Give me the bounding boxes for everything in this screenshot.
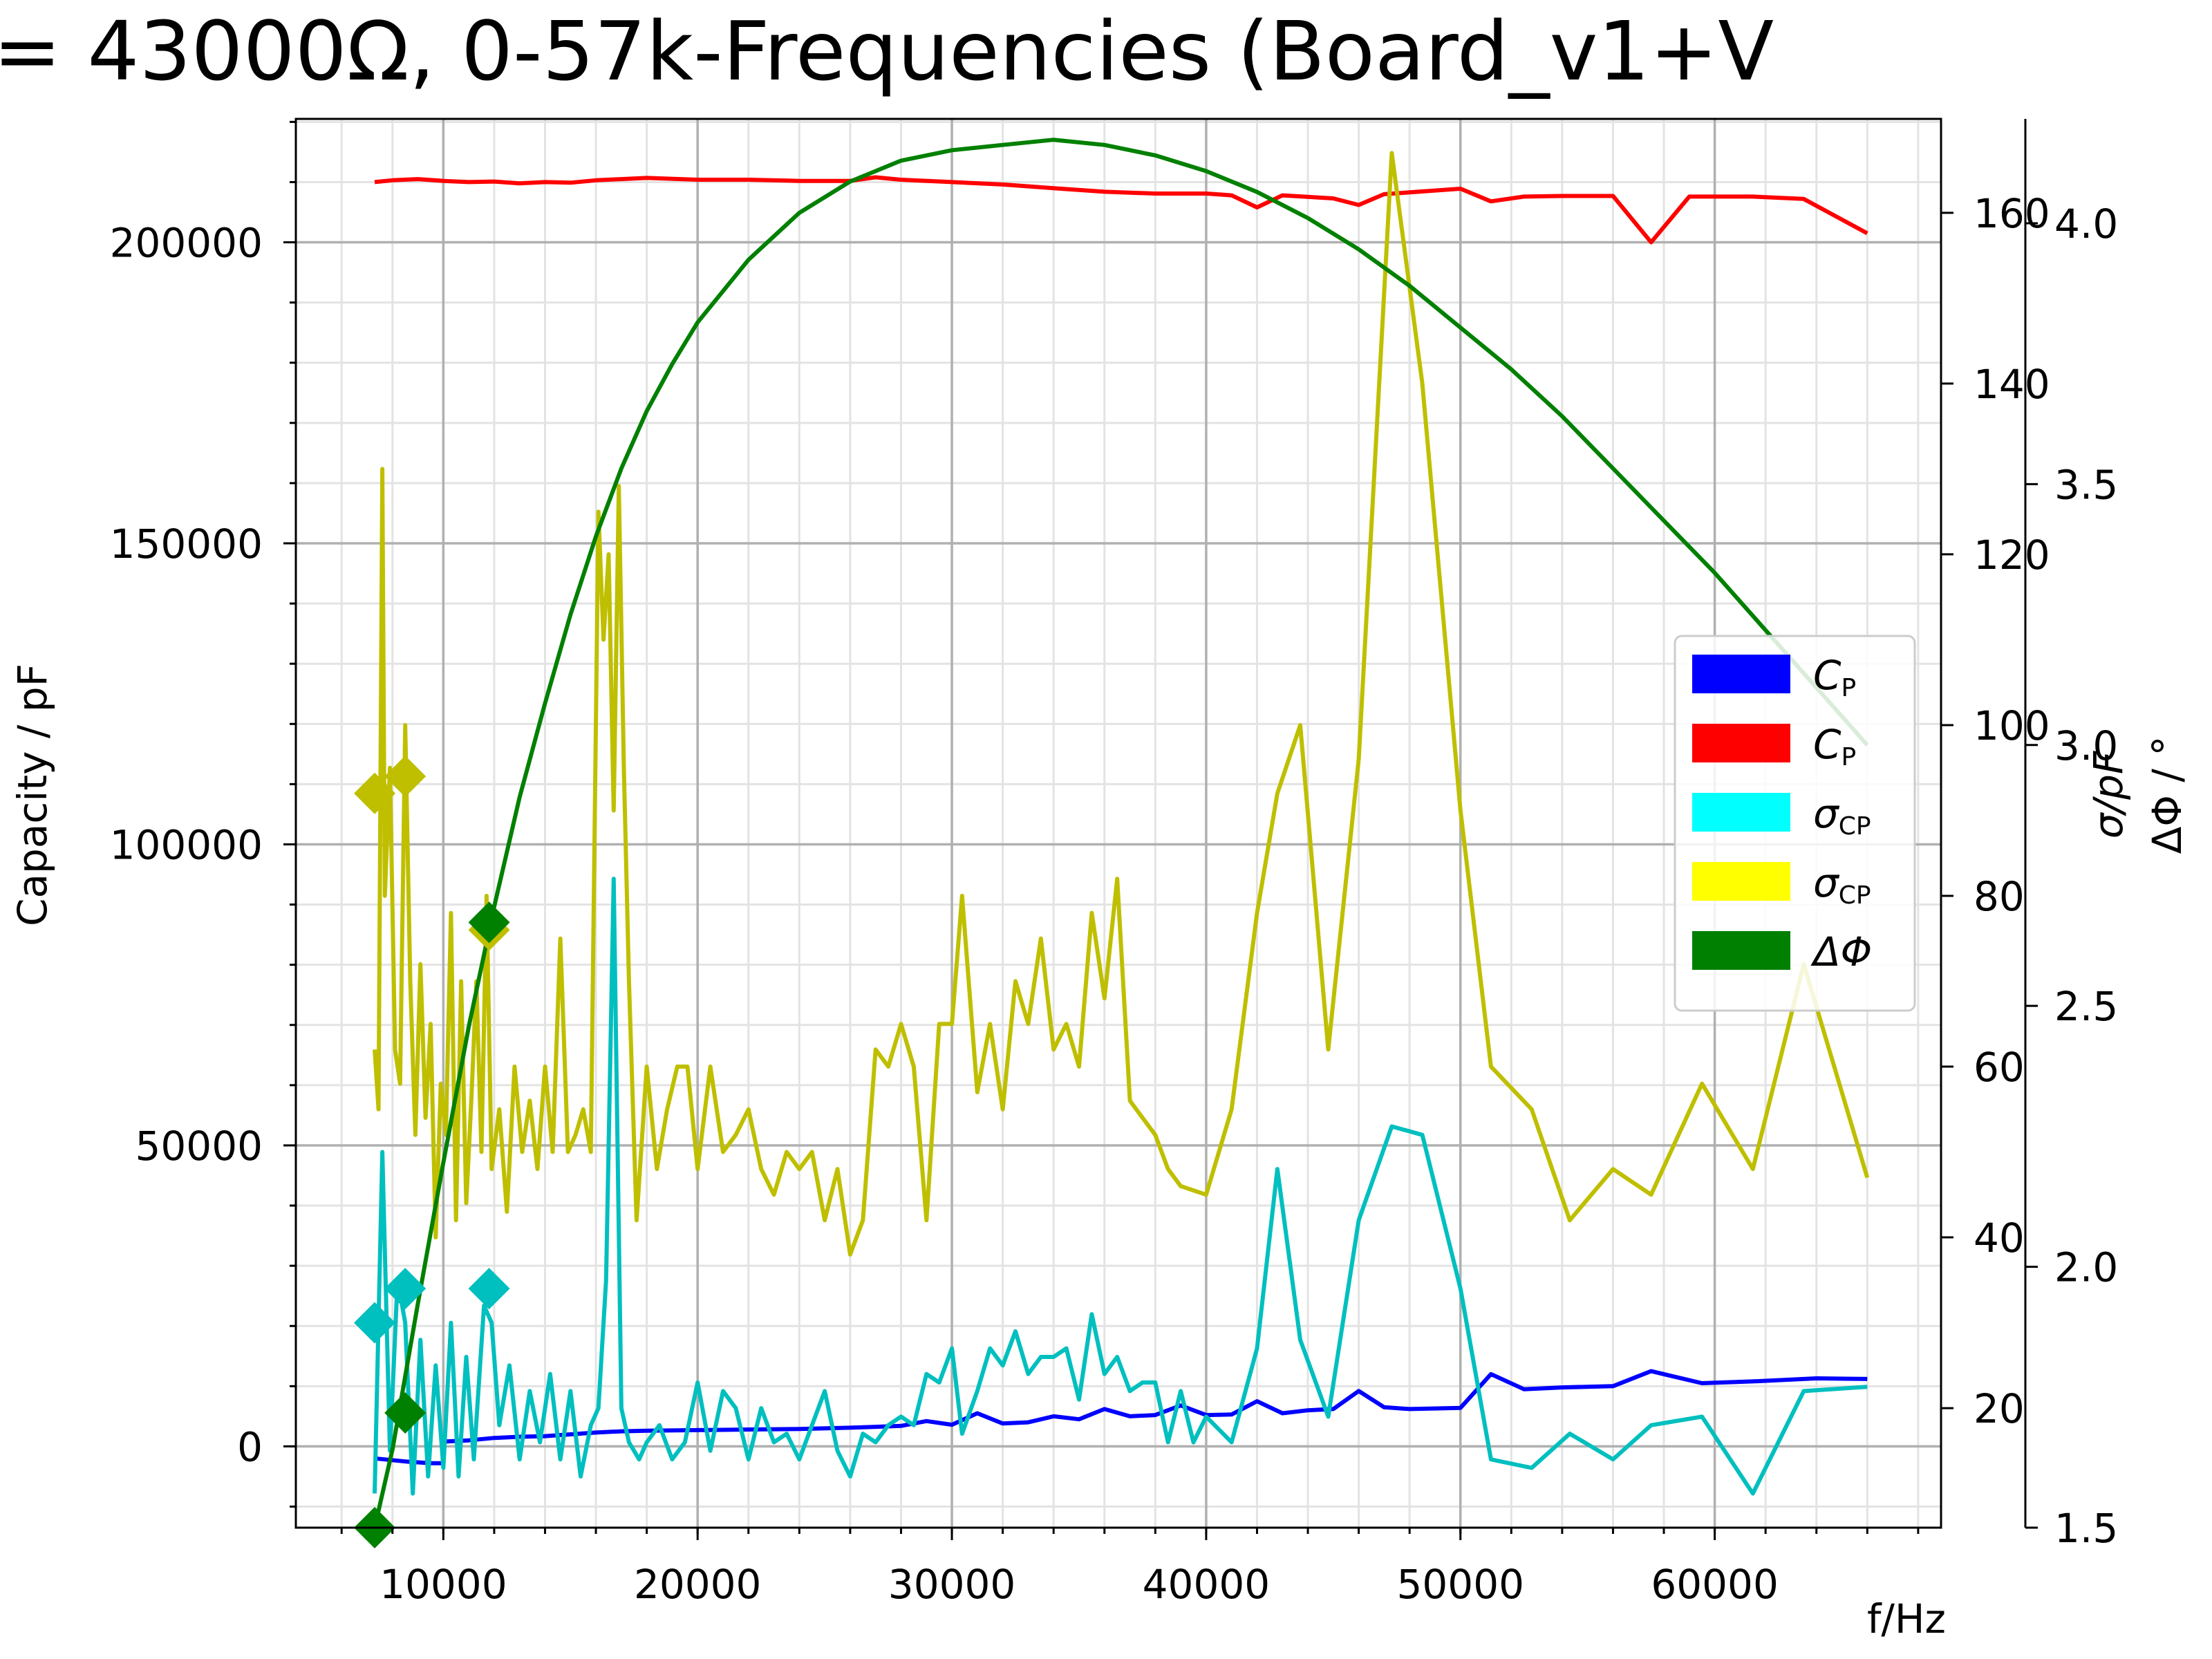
legend-swatch xyxy=(1692,793,1790,832)
y-right-sigma-tick-label: 120 xyxy=(1974,532,2050,579)
legend-label-subscript: CP xyxy=(1839,812,1871,841)
y-left-tick-label: 0 xyxy=(237,1423,263,1470)
y-right-sigma-tick-label: 60 xyxy=(1974,1044,2025,1091)
diamond-marker-2 xyxy=(384,1391,427,1434)
y-right-sigma-tick-label: 80 xyxy=(1974,873,2025,920)
x-tick-label: 20000 xyxy=(634,1561,762,1608)
legend-swatch xyxy=(1692,862,1790,901)
series-line-1 xyxy=(374,175,1868,245)
legend-swatch xyxy=(1692,724,1790,762)
legend-label: ΔΦ xyxy=(1810,928,1872,975)
y-left-tick-label: 50000 xyxy=(135,1123,263,1170)
left-y-axis-ticks: 0 50000 100000 150000 200000 xyxy=(110,120,296,1508)
y-right-phase-tick-label: 1.5 xyxy=(2054,1505,2118,1552)
y-left-tick-label: 150000 xyxy=(110,521,263,568)
y-right-phase-tick-label: 4.0 xyxy=(2054,200,2118,247)
legend-label-subscript: P xyxy=(1841,674,1857,702)
y-right-phase-tick-label: 2.5 xyxy=(2054,983,2118,1030)
y-right-sigma-tick-label: 160 xyxy=(1974,190,2050,237)
series-line-2 xyxy=(373,877,1868,1496)
right-y-axis-ticks-sigma: 20 40 60 80 100 120 140 160 xyxy=(1941,190,2050,1432)
x-tick-label: 30000 xyxy=(888,1561,1016,1608)
series-line-3 xyxy=(373,151,1870,1257)
chart-title: = 43000Ω, 0-57k-Frequencies (Board_v1+V xyxy=(0,3,1774,99)
y-right-sigma-tick-label: 20 xyxy=(1974,1385,2025,1432)
y-right-sigma-tick-label: 40 xyxy=(1974,1215,2025,1262)
y-right-phase-tick-label: 3.0 xyxy=(2054,722,2118,769)
series-line-4 xyxy=(373,138,1869,1528)
legend-swatch xyxy=(1692,655,1790,693)
x-tick-label: 50000 xyxy=(1397,1561,1525,1608)
y-left-tick-label: 100000 xyxy=(110,821,263,868)
y-left-tick-label: 200000 xyxy=(110,220,263,267)
right-y-axis-label-phase: ΔΦ / ° xyxy=(2144,736,2191,854)
legend-label-subscript: CP xyxy=(1839,881,1871,910)
left-y-axis-label: Capacity / pF xyxy=(9,664,56,926)
y-right-sigma-tick-label: 140 xyxy=(1974,361,2050,408)
series-layer xyxy=(373,138,1870,1528)
legend-label-subscript: P xyxy=(1841,743,1857,771)
x-tick-label: 40000 xyxy=(1143,1561,1271,1608)
right-y-axis-ticks-phase: 1.5 2.0 2.5 3.0 3.5 4.0 xyxy=(2025,200,2118,1552)
y-right-sigma-tick-label: 100 xyxy=(1974,702,2050,749)
y-right-phase-tick-label: 2.0 xyxy=(2054,1244,2118,1291)
diamond-marker-2 xyxy=(468,901,510,944)
diamond-marker-0 xyxy=(354,772,396,814)
diamond-marker-1 xyxy=(468,1268,510,1310)
diamond-marker-1 xyxy=(384,1268,427,1310)
diamond-marker-1 xyxy=(354,1302,396,1344)
x-tick-label: 60000 xyxy=(1651,1561,1779,1608)
right-y-axis-label-sigma: σ/pF xyxy=(2085,750,2132,838)
y-right-phase-tick-label: 3.5 xyxy=(2054,461,2118,508)
x-axis-ticks: 10000 20000 30000 40000 50000 60000 xyxy=(340,1528,1920,1608)
legend-swatch xyxy=(1692,931,1790,970)
plot-frame xyxy=(294,118,1942,1529)
x-tick-label: 10000 xyxy=(379,1561,507,1608)
x-axis-label: f/Hz xyxy=(1867,1595,1946,1642)
diamond-marker-0 xyxy=(384,756,427,798)
